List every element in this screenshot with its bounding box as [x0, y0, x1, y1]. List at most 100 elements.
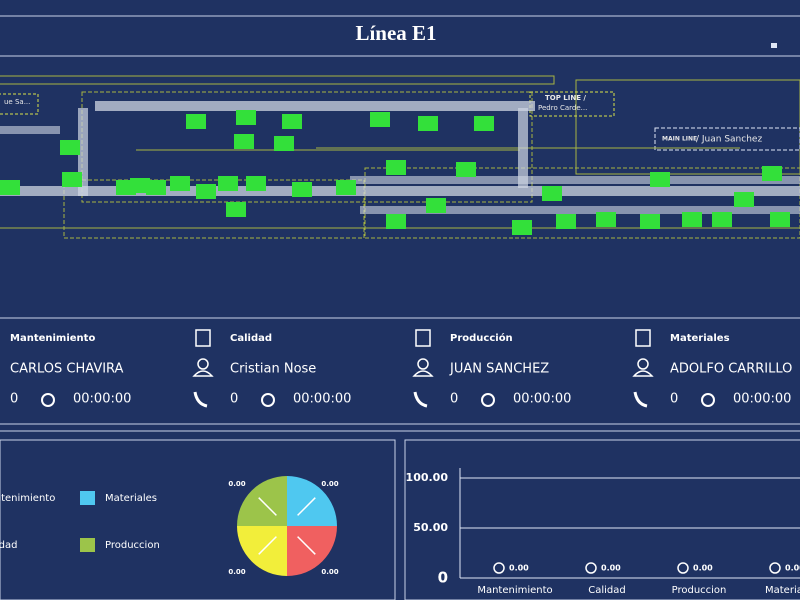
machine — [292, 182, 312, 197]
person-icon — [192, 370, 214, 377]
conveyor — [518, 108, 528, 188]
person-icon — [197, 358, 209, 370]
zone — [529, 91, 615, 117]
machine — [170, 176, 190, 191]
area-name: Producción — [450, 332, 513, 344]
timer-icon — [41, 393, 55, 407]
machine — [770, 212, 790, 227]
elapsed-time: 00:00:00 — [73, 392, 131, 407]
pie-label: 0.00 — [228, 568, 245, 576]
elapsed-time: 00:00:00 — [513, 392, 571, 407]
value-label: 0.00 — [601, 564, 621, 573]
legend-swatch — [80, 538, 95, 552]
machine — [236, 110, 256, 125]
x-tick-label: Produccion — [672, 585, 727, 596]
conveyor — [0, 186, 800, 196]
call-count: 0 — [230, 392, 238, 407]
window-icon[interactable] — [771, 43, 777, 48]
machine — [682, 212, 702, 227]
area-label: MAIN LINE — [662, 136, 697, 143]
phone-icon — [413, 391, 428, 408]
machine — [556, 214, 576, 229]
call-count: 0 — [670, 392, 678, 407]
zone — [0, 75, 555, 85]
call-count: 0 — [10, 392, 18, 407]
staff-panel: Mantenimiento CARLOS CHAVIRA 0 00:00:00 Cali… — [10, 329, 792, 408]
leader-line — [297, 497, 316, 516]
bar-icon — [677, 562, 689, 574]
area-label: TOP LINE / — [545, 94, 586, 102]
machine — [418, 116, 438, 131]
legend-label: Produccion — [105, 540, 160, 551]
legend-label: Mantenimiento — [0, 493, 55, 504]
bar-icon — [493, 562, 505, 574]
panel — [0, 439, 396, 600]
person-icon — [632, 370, 654, 377]
machine — [0, 180, 20, 195]
y-tick-label: 0 — [438, 569, 448, 587]
zone — [63, 179, 365, 239]
machine — [712, 212, 732, 227]
person-icon — [417, 358, 429, 370]
machine — [226, 202, 246, 217]
x-tick-label: Mantenimiento — [477, 585, 552, 596]
legend-label: Calidad — [0, 540, 18, 551]
machine — [734, 192, 754, 207]
plant-layout — [0, 75, 800, 239]
x-tick-label: Calidad — [588, 585, 626, 596]
value-label: 0.00 — [693, 564, 713, 573]
bar-icon — [769, 562, 781, 574]
machine — [596, 212, 616, 227]
machine — [246, 176, 266, 191]
staff-name: Cristian Nose — [230, 362, 316, 377]
area-name: Materiales — [670, 333, 730, 344]
timer-icon — [701, 393, 715, 407]
area-name: Mantenimiento — [10, 333, 95, 344]
zone — [364, 167, 800, 239]
staff-name: CARLOS CHAVIRA — [10, 362, 124, 377]
machine — [282, 114, 302, 129]
zone — [0, 93, 39, 115]
timer-icon — [261, 393, 275, 407]
area-icon — [635, 329, 651, 347]
panel — [404, 439, 800, 600]
machine — [146, 180, 166, 195]
x-tick-label: Materiales — [765, 585, 800, 596]
phone-icon — [193, 391, 208, 408]
staff-name: JUAN SANCHEZ — [449, 362, 549, 377]
pie-label: 0.00 — [321, 568, 338, 576]
value-label: 0.00 — [509, 564, 529, 573]
leader-line — [258, 497, 277, 516]
phone-icon — [633, 391, 648, 408]
machine — [62, 172, 82, 187]
machine — [196, 184, 216, 199]
area-icon — [415, 329, 431, 347]
area-label: / Juan Sanchez — [696, 135, 762, 145]
machine — [512, 220, 532, 235]
machine — [336, 180, 356, 195]
area-icon — [195, 329, 211, 347]
staff-name: ADOLFO CARRILLO — [670, 362, 792, 377]
pie-label: 0.00 — [228, 480, 245, 488]
call-count: 0 — [450, 392, 458, 407]
machine — [640, 214, 660, 229]
zone — [654, 127, 800, 151]
bar-icon — [585, 562, 597, 574]
machine — [474, 116, 494, 131]
machine — [542, 186, 562, 201]
area-label: ue Sa... — [4, 98, 30, 106]
title: Línea E1 — [355, 21, 436, 45]
value-label: 0.00 — [785, 564, 800, 573]
pie-label: 0.00 — [321, 480, 338, 488]
machine — [370, 112, 390, 127]
machine — [234, 134, 254, 149]
conveyor — [78, 108, 88, 196]
leader-line — [297, 536, 316, 555]
machine — [762, 166, 782, 181]
person-icon — [637, 358, 649, 370]
legend-label: Materiales — [105, 493, 157, 504]
leader-line — [258, 536, 277, 555]
zone — [575, 79, 800, 175]
machine — [60, 140, 80, 155]
